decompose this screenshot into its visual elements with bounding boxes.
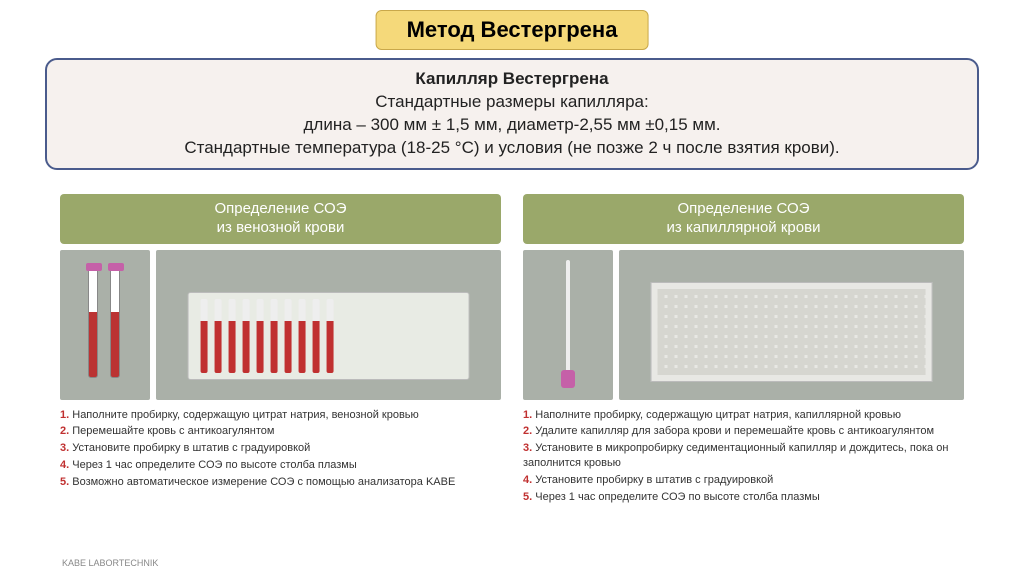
list-item: 2. Удалите капилляр для забора крови и п… <box>523 424 964 439</box>
rack-image <box>156 250 501 400</box>
info-line: Стандартные температура (18-25 °С) и усл… <box>67 137 957 160</box>
tube-image <box>60 250 150 400</box>
list-item: 5. Через 1 час определите СОЭ по высоте … <box>523 490 964 505</box>
info-line: Стандартные размеры капилляра: <box>67 91 957 114</box>
pipette-image <box>523 250 613 400</box>
header-line: Определение СОЭ <box>64 200 497 219</box>
left-panel: Определение СОЭ из венозной крови <box>60 194 501 507</box>
list-item: 1. Наполните пробирку, содержащую цитрат… <box>523 408 964 423</box>
list-item: 1. Наполните пробирку, содержащую цитрат… <box>60 408 501 423</box>
brand-label: KABE LABORTECHNIK <box>62 558 158 568</box>
list-item: 5. Возможно автоматическое измерение СОЭ… <box>60 475 501 490</box>
main-title: Метод Вестергрена <box>376 10 649 50</box>
panels-container: Определение СОЭ из венозной крови <box>60 194 964 507</box>
cap-rack-image <box>619 250 964 400</box>
list-item: 4. Через 1 час определите СОЭ по высоте … <box>60 458 501 473</box>
info-heading: Капилляр Вестергрена <box>67 68 957 91</box>
right-images <box>523 250 964 400</box>
list-item: 2. Перемешайте кровь с антикоагулянтом <box>60 424 501 439</box>
micro-tube <box>561 370 575 388</box>
capillary-rack <box>650 282 933 382</box>
left-steps: 1. Наполните пробирку, содержащую цитрат… <box>60 408 501 490</box>
right-steps: 1. Наполните пробирку, содержащую цитрат… <box>523 408 964 505</box>
header-line: из венозной крови <box>64 219 497 238</box>
list-item: 3. Установите в микропробирку седиментац… <box>523 441 964 471</box>
right-panel-header: Определение СОЭ из капиллярной крови <box>523 194 964 244</box>
right-panel: Определение СОЭ из капиллярной крови 1. … <box>523 194 964 507</box>
list-item: 4. Установите пробирку в штатив с градуи… <box>523 473 964 488</box>
left-images <box>60 250 501 400</box>
info-box: Капилляр Вестергрена Стандартные размеры… <box>45 58 979 170</box>
list-item: 3. Установите пробирку в штатив с градуи… <box>60 441 501 456</box>
header-line: Определение СОЭ <box>527 200 960 219</box>
pipette <box>566 260 570 386</box>
tube-rack <box>187 292 470 380</box>
left-panel-header: Определение СОЭ из венозной крови <box>60 194 501 244</box>
header-line: из капиллярной крови <box>527 219 960 238</box>
info-line: длина – 300 мм ± 1,5 мм, диаметр-2,55 мм… <box>67 114 957 137</box>
